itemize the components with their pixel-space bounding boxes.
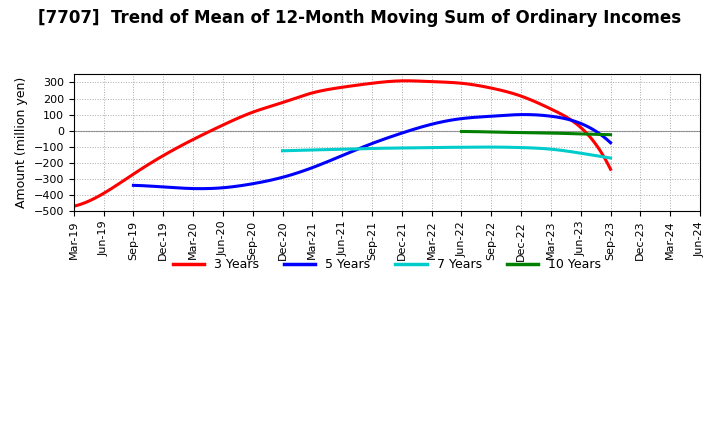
Text: [7707]  Trend of Mean of 12-Month Moving Sum of Ordinary Incomes: [7707] Trend of Mean of 12-Month Moving … — [38, 9, 682, 27]
Legend: 3 Years, 5 Years, 7 Years, 10 Years: 3 Years, 5 Years, 7 Years, 10 Years — [168, 253, 606, 276]
Y-axis label: Amount (million yen): Amount (million yen) — [15, 77, 28, 209]
